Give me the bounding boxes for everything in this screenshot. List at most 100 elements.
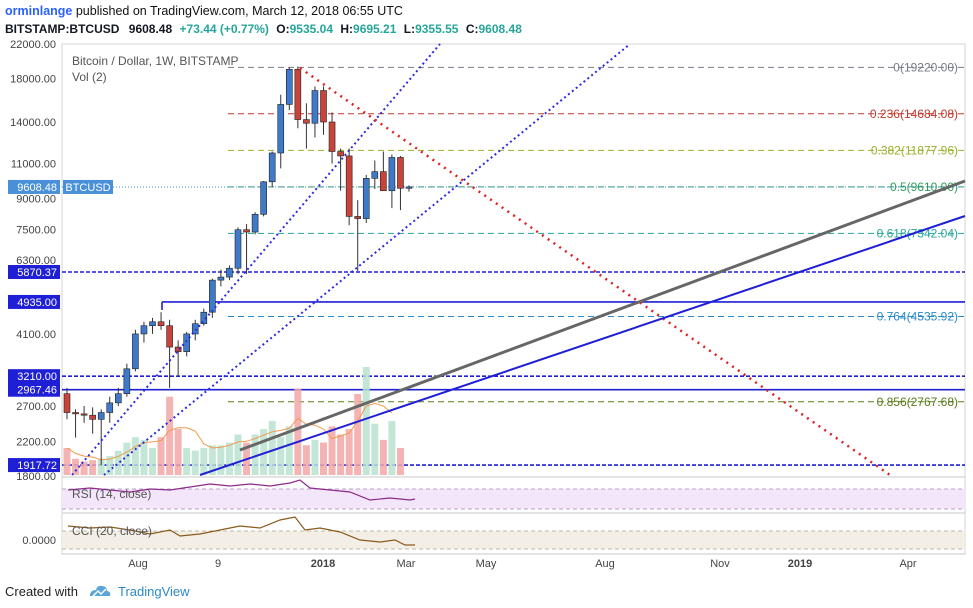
publish-info: orminlange published on TradingView.com,… [5,4,403,18]
volume-bar [157,437,165,475]
candle-body [209,279,216,313]
volume-bar [388,421,396,475]
volume-bar [268,421,276,475]
symbol-name: BITSTAMP:BTCUSD [5,22,120,36]
fib-level-label: 0(19220.00) [893,60,958,74]
volume-bar [371,423,379,475]
volume-bar [166,396,174,475]
candle-body [311,90,319,124]
volume-bar [200,448,208,475]
volume-bar [328,426,336,475]
time-axis-tick: May [476,558,497,570]
candle-body [405,186,413,189]
time-axis-tick: 2019 [788,558,812,570]
volume-bar [191,450,199,475]
created-with-text: Created with [5,584,78,599]
price-badge [8,458,60,473]
volume-bar [106,456,114,475]
last-price: 9608.48 [128,22,173,36]
quote-line: BITSTAMP:BTCUSD 9608.48 +73.44 (+0.77%) … [5,22,522,36]
volume-bar [63,448,71,475]
price-badge-label: 5870.37 [17,267,57,279]
price-badge [8,382,60,397]
volume-bar [225,442,233,475]
time-axis-tick: Nov [710,558,730,570]
volume-bar [140,439,148,475]
candle-body [303,119,310,124]
candle-body [115,393,122,404]
candle-body [149,321,156,327]
time-axis-tick: 9 [215,558,221,570]
fib-level-label: 0.382(11877.96) [871,143,958,157]
candle-body [191,323,199,335]
candle-body [268,152,276,183]
volume-legend: Vol (2) [72,70,107,84]
symbol-tag [63,179,113,194]
price-axis-tick: 6300.00 [16,255,56,267]
volume-bar [183,448,191,475]
fib-level-label: 0.618(7342.04) [877,226,958,240]
volume-bar [345,429,353,475]
price-axis-tick: 2700.00 [16,401,56,413]
price-badge [8,294,60,309]
volume-bar [72,458,80,475]
volume-bar [217,445,225,475]
time-axis-tick: Aug [595,558,615,570]
volume-bar [89,460,97,475]
price-axis-tick: 1800.00 [16,471,56,483]
author-link[interactable]: orminlange [5,4,73,18]
candle-body [89,414,96,420]
tradingview-link[interactable]: TradingView [118,584,190,599]
candle-body [217,276,225,281]
time-axis-tick: 2018 [311,558,335,570]
chart-legend-title: Bitcoin / Dollar, 1W, BITSTAMP [72,54,239,68]
price-axis-tick: 18000.00 [10,74,56,86]
fib-level-label: 0.236(14684.08) [870,107,958,121]
rsi-band [62,489,965,509]
volume-bar [208,445,216,475]
candle-body [362,178,370,219]
volume-bar [174,429,182,475]
candle-body [260,181,267,215]
price-chart[interactable]: 0(19220.00) 0.236(14684.08) 0.382(11877.96… [0,40,973,575]
low-label: L: [403,22,416,36]
time-axis-tick: Aug [128,558,148,570]
cci-band [62,531,965,549]
candle-body [320,90,327,123]
price-badge-label: 1917.72 [17,460,57,472]
volume-bar [260,429,268,475]
volume-bar [149,448,156,475]
volume-bar [97,458,105,475]
volume-bar [302,445,310,475]
volume-bar [251,434,259,475]
price-badge-label: 2967.46 [17,385,57,397]
volume-bar [396,448,404,475]
price-axis-tick: 11000.00 [11,159,56,171]
price-badge-label: 3210.00 [17,371,57,383]
candle-body [183,333,190,352]
red-downtrend-line [299,66,891,477]
volume-bar [320,442,327,475]
candle-body [132,333,139,370]
volume-bar [277,437,285,475]
fib-level-label: 0.856(2767.68) [877,395,958,409]
high-value: 9695.21 [353,22,397,36]
price-axis-tick: 22000.00 [10,40,56,51]
open-value: 9535.04 [289,22,333,36]
close-value: 9608.48 [478,22,522,36]
price-change: +73.44 (+0.77%) [179,22,269,36]
volume-bar [311,439,319,475]
rsi-line [67,479,416,501]
candle-body [243,229,250,233]
candle-body [174,346,182,352]
price-axis-tick: 7500.00 [16,225,56,237]
candle-body [354,216,362,219]
candle-body [251,214,259,233]
price-badge [8,179,60,194]
symbol-tag-label: BTCUSD [65,182,110,194]
candle-body [277,104,285,154]
candle-body [97,412,105,420]
volume-bar [123,442,131,475]
candle-body [285,69,293,105]
open-label: O: [276,22,290,36]
